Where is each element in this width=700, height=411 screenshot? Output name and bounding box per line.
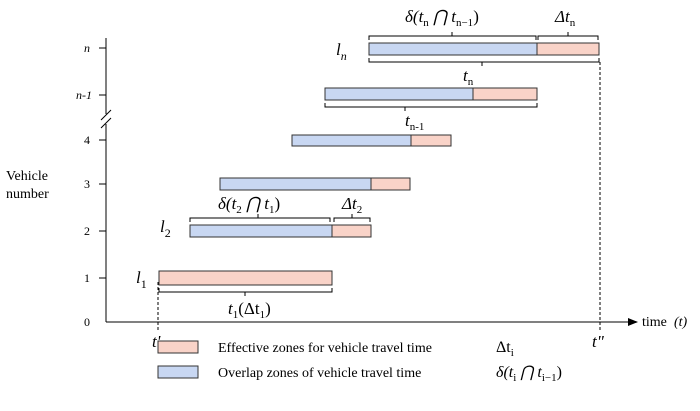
brace-tn bbox=[368, 58, 600, 66]
y-tick-n: n bbox=[84, 41, 90, 55]
brace-delta-t2-t1 bbox=[189, 214, 331, 222]
y-ticks bbox=[99, 47, 106, 279]
legend-overlap-swatch bbox=[157, 365, 199, 379]
vehicle-4-effective-bar bbox=[410, 134, 452, 147]
legend-effective-label: Effective zones for vehicle travel time bbox=[218, 341, 432, 356]
vehicle-label-l1: l1 bbox=[136, 268, 147, 291]
y-axis-label-line1: Vehicle bbox=[6, 169, 48, 184]
t-prime-label: t' bbox=[152, 332, 161, 351]
t-double-prime-label: t" bbox=[592, 332, 605, 351]
brace-tn-1 bbox=[324, 103, 538, 111]
vehicle-1-effective-bar bbox=[158, 270, 333, 286]
y-tick-3: 3 bbox=[84, 177, 90, 191]
brace-t1 bbox=[158, 288, 333, 296]
y-tick-0: 0 bbox=[84, 315, 90, 329]
vehicle-2-overlap-bar bbox=[189, 224, 333, 238]
y-tick-4: 4 bbox=[84, 133, 90, 147]
brace-dtn bbox=[537, 32, 599, 40]
legend-overlap-symbol: δ(ti ⋂ ti−1) bbox=[496, 364, 562, 384]
vehicle-3-effective-bar bbox=[370, 177, 411, 191]
vehicle-n-overlap-bar bbox=[368, 42, 538, 56]
y-tick-n-1: n-1 bbox=[76, 88, 92, 102]
axis-break-icon bbox=[100, 109, 112, 129]
legend-effective-swatch bbox=[157, 340, 199, 354]
x-axis-label-var: (t) bbox=[674, 315, 688, 330]
annotation-tn: tn bbox=[463, 66, 474, 88]
legend-overlap-label: Overlap zones of vehicle travel time bbox=[218, 366, 421, 381]
brace-dt2 bbox=[333, 214, 371, 222]
vehicle-n-1-effective-bar bbox=[472, 87, 538, 101]
vehicle-4-overlap-bar bbox=[291, 134, 412, 147]
x-axis-arrow-icon bbox=[628, 318, 638, 326]
vehicle-label-ln: ln bbox=[336, 40, 347, 63]
vehicle-label-l2: l2 bbox=[160, 217, 171, 240]
vehicle-n-1-overlap-bar bbox=[324, 87, 474, 101]
annotation-delta-t2-t1: δ(t2 ⋂ t1) bbox=[218, 194, 280, 216]
annotation-delta-tn: δ(tn ⋂ tn−1) bbox=[405, 7, 479, 29]
vehicle-2-effective-bar bbox=[331, 224, 372, 238]
x-axis-label: time bbox=[642, 315, 667, 330]
annotation-tn-1: tn-1 bbox=[405, 111, 424, 133]
vehicle-3-overlap-bar bbox=[219, 177, 372, 191]
annotation-dtn: Δtn bbox=[554, 7, 576, 29]
y-tick-2: 2 bbox=[84, 224, 90, 238]
y-axis-label-line2: number bbox=[6, 187, 49, 202]
annotation-t1: t1(Δt1) bbox=[228, 299, 271, 321]
vehicle-n-effective-bar bbox=[536, 42, 600, 56]
brace-delta-tn bbox=[368, 32, 537, 40]
legend-effective-symbol: Δti bbox=[496, 339, 514, 359]
y-tick-1: 1 bbox=[84, 271, 90, 285]
annotation-dt2: Δt2 bbox=[341, 194, 362, 216]
